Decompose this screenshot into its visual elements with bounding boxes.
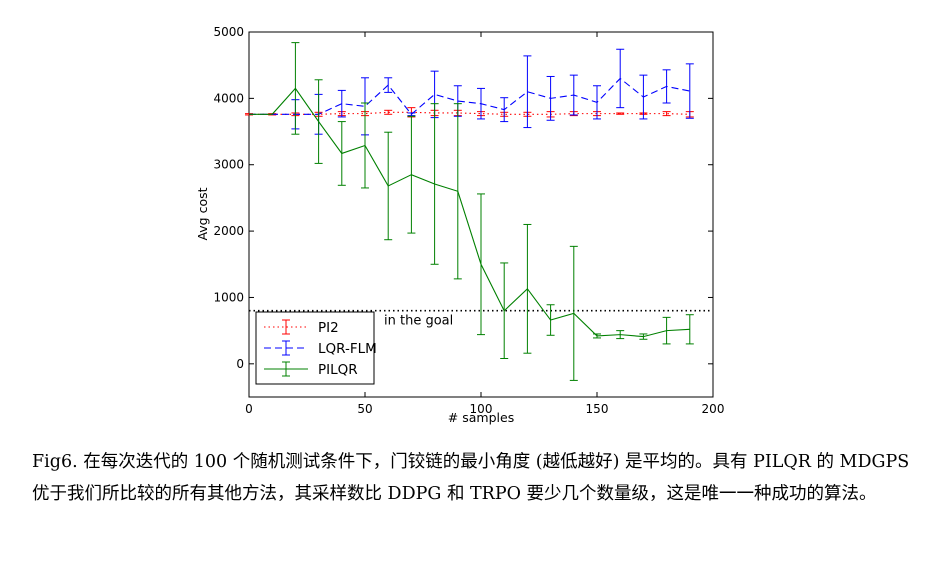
series-layer [245, 42, 694, 381]
series-line-pi2 [249, 111, 690, 115]
series-line-lqr-flm [249, 77, 690, 116]
y-tick-label: 4000 [213, 91, 244, 105]
figure-caption: Fig6. 在每次迭代的 100 个随机测试条件下，门铰链的最小角度 (越低越好… [32, 446, 922, 510]
y-tick-label: 5000 [213, 25, 244, 39]
legend: PI2 LQR-FLM PILQR [255, 311, 377, 385]
legend-label-pi2: PI2 [318, 320, 339, 336]
annotation-layer: in the goal [249, 309, 713, 329]
legend-label-pilqr: PILQR [318, 362, 358, 378]
y-tick-label: 2000 [213, 224, 244, 238]
y-tick-label: 1000 [213, 290, 244, 304]
x-axis-label: # samples [448, 410, 514, 425]
x-tick-label: 150 [586, 402, 609, 416]
series-line-pilqr [249, 87, 690, 338]
x-tick-label: 50 [357, 402, 372, 416]
caption-label: Fig6. [32, 452, 78, 472]
goal-annotation-label: in the goal [384, 314, 453, 329]
y-tick-label: 3000 [213, 158, 244, 172]
x-tick-label: 100 [470, 402, 493, 416]
series-pilqr [249, 42, 694, 381]
x-tick-label: 0 [245, 402, 253, 416]
chart: in the goal 0 50 100 150 2000100020003000400… [195, 25, 724, 425]
caption-text: 在每次迭代的 100 个随机测试条件下，门铰链的最小角度 (越低越好) 是平均的… [32, 452, 910, 504]
x-tick-label: 200 [702, 402, 725, 416]
y-axis-label: Avg cost [195, 187, 210, 240]
legend-label-lqr-flm: LQR-FLM [318, 341, 377, 357]
y-tick-label: 0 [236, 357, 244, 371]
